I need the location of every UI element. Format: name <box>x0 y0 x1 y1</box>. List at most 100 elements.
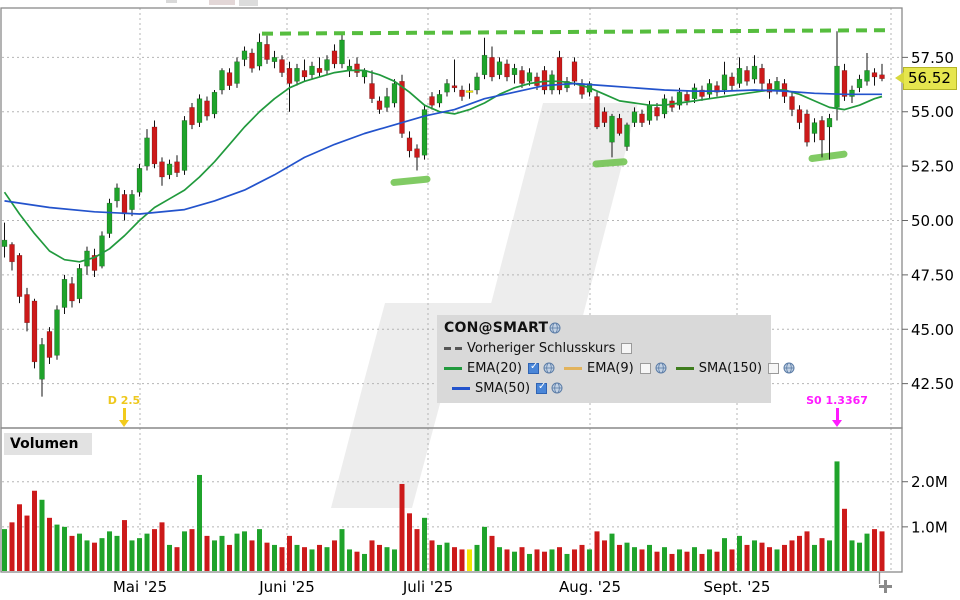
price-axis-label: 42.50 <box>911 375 954 393</box>
globe-icon[interactable] <box>655 362 667 374</box>
volume-bar <box>234 533 240 571</box>
volume-bar <box>407 513 412 571</box>
volume-bar <box>609 533 615 571</box>
globe-icon[interactable] <box>551 382 563 394</box>
axis-ticks <box>902 56 908 528</box>
ema9-checkbox[interactable] <box>639 362 651 374</box>
split-marker-text: S0 1.3367 <box>806 394 868 407</box>
candle-body <box>489 57 495 78</box>
candle-body <box>99 235 105 267</box>
volume-bar <box>99 538 105 571</box>
candle-body <box>444 83 450 93</box>
volume-bar <box>302 547 307 571</box>
candle-body <box>541 70 548 91</box>
volume-bar <box>842 508 847 571</box>
candle-body <box>174 161 180 173</box>
candle-body <box>819 120 825 141</box>
ema20-line-swatch <box>444 366 462 370</box>
volume-bar <box>497 547 502 571</box>
sma150-checkbox[interactable] <box>768 362 780 374</box>
candle-body <box>9 244 15 263</box>
candle-body <box>286 67 293 84</box>
globe-icon[interactable] <box>543 362 555 374</box>
candle-body <box>391 83 398 104</box>
month-axis-label: Mai '25 <box>113 578 167 596</box>
candle-body <box>706 83 713 95</box>
volume-bar <box>377 544 382 571</box>
candle-body <box>279 59 285 73</box>
candle-body <box>556 57 563 91</box>
globe-icon[interactable] <box>783 362 795 374</box>
legend-label: EMA(9) <box>587 360 634 376</box>
ema20-checkbox[interactable] <box>528 361 540 374</box>
volume-bar <box>489 535 495 571</box>
cropped-toolbar-fragment <box>239 0 258 6</box>
candle-body <box>714 85 720 93</box>
volume-bar <box>662 547 667 571</box>
candle-body <box>429 96 435 106</box>
candle-body <box>879 74 885 79</box>
candle-body <box>301 70 308 78</box>
volume-bar <box>804 531 810 571</box>
candle-body <box>856 78 863 89</box>
indicator-legend: CON@SMART Vorheriger Schlusskurs EMA(20)… <box>437 315 795 403</box>
candle-body <box>549 74 555 91</box>
volume-bar <box>422 517 427 571</box>
candle-body <box>369 83 375 99</box>
candle-body <box>759 67 765 84</box>
candle-body <box>264 44 270 60</box>
candle-body <box>511 67 518 76</box>
split-marker: S0 1.3367 <box>802 394 872 427</box>
candle-body <box>1 239 8 247</box>
volume-bar <box>399 483 405 571</box>
candle-body <box>384 96 390 108</box>
sma50-checkbox[interactable] <box>536 381 548 394</box>
down-arrow-icon <box>119 420 129 427</box>
candle-body <box>841 70 848 97</box>
month-axis-label: Aug. '25 <box>559 578 621 596</box>
volume-bar <box>617 544 622 571</box>
volume-bar <box>557 547 562 571</box>
volume-bar <box>107 531 112 571</box>
month-axis-label: Sept. '25 <box>704 578 771 596</box>
candle-body <box>181 120 188 171</box>
volume-bar <box>819 538 825 571</box>
candle-body <box>129 194 135 210</box>
candle-body <box>421 109 428 156</box>
candle-body <box>406 137 413 152</box>
volume-bar <box>332 540 337 571</box>
volume-bar <box>452 547 457 571</box>
volume-bar <box>692 547 697 571</box>
volume-bar <box>444 542 450 571</box>
volume-bar <box>437 544 442 571</box>
volume-bar <box>647 544 652 571</box>
volume-bar <box>504 549 510 571</box>
prev-close-checkbox[interactable] <box>621 342 633 354</box>
ema20-line <box>3 69 883 263</box>
candle-body <box>294 67 300 82</box>
candle-body <box>601 111 608 123</box>
candle-body <box>106 202 113 234</box>
candle-body <box>661 98 668 115</box>
volume-bar <box>197 474 202 571</box>
volume-bar <box>219 535 225 571</box>
volume-bar <box>347 549 352 571</box>
volume-axis-label: 2.0M <box>911 473 948 491</box>
legend-label: Vorheriger Schlusskurs <box>467 340 616 356</box>
candle-body <box>249 52 255 69</box>
globe-icon[interactable] <box>549 322 561 334</box>
volume-bar <box>204 535 210 571</box>
volume-bar <box>339 529 345 571</box>
volume-bar <box>242 531 247 571</box>
volume-bar <box>587 549 592 571</box>
plot-area[interactable] <box>1 8 902 572</box>
candle-body <box>526 72 533 82</box>
legend-label: SMA(50) <box>475 380 531 396</box>
volume-bars <box>2 461 885 571</box>
volume-bar <box>137 538 142 571</box>
volume-bar <box>864 533 870 571</box>
volume-bar <box>167 544 172 571</box>
candle-body <box>684 94 690 102</box>
candle-body <box>864 70 870 82</box>
